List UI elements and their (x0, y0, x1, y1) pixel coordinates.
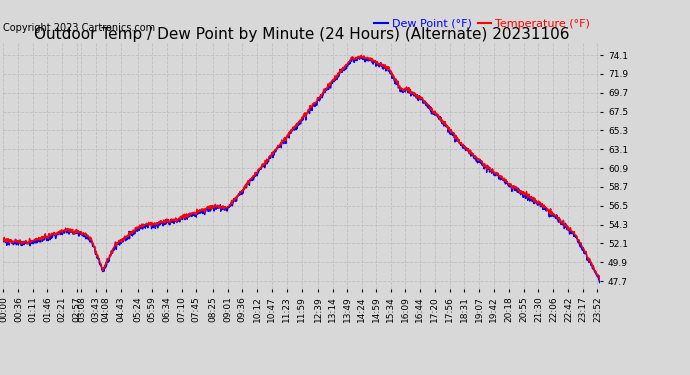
Legend: Dew Point (°F), Temperature (°F): Dew Point (°F), Temperature (°F) (370, 14, 595, 33)
Text: Copyright 2023 Cartronics.com: Copyright 2023 Cartronics.com (3, 23, 155, 33)
Title: Outdoor Temp / Dew Point by Minute (24 Hours) (Alternate) 20231106: Outdoor Temp / Dew Point by Minute (24 H… (34, 27, 570, 42)
